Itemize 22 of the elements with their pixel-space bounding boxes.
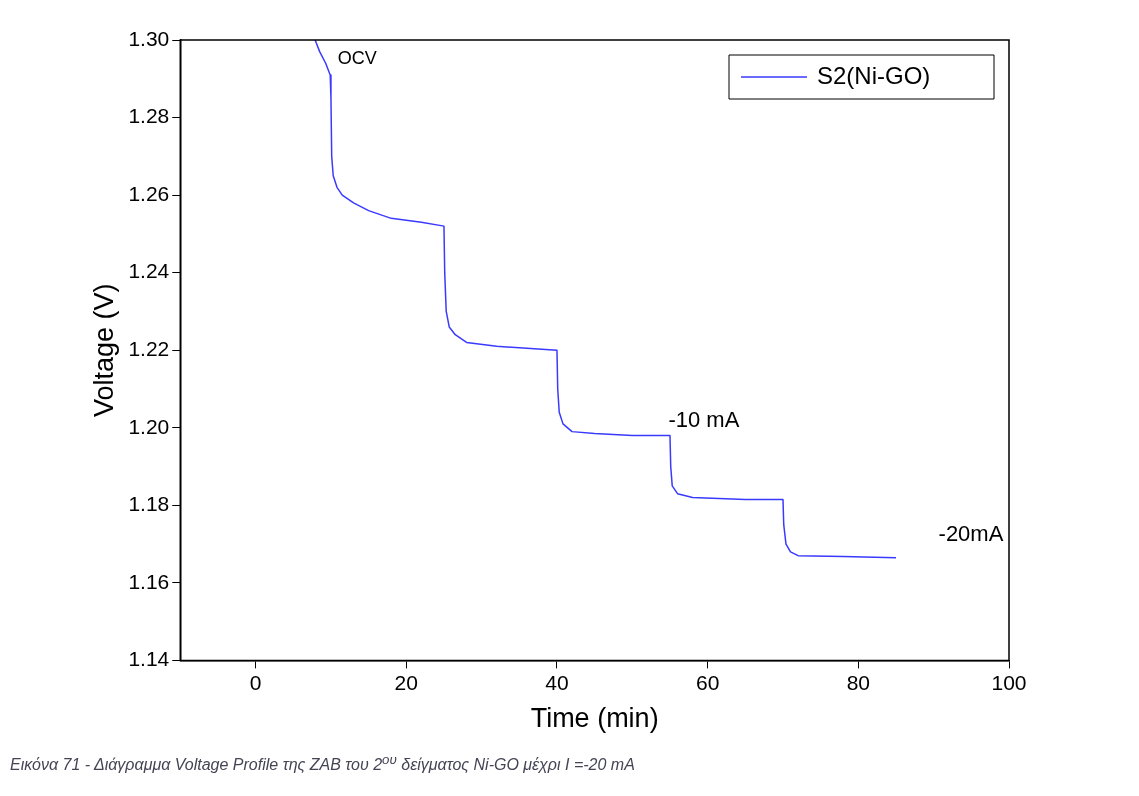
y-tick-label: 1.28 bbox=[128, 104, 170, 128]
x-tick-label: 100 bbox=[991, 670, 1027, 694]
x-axis-title: Time (min) bbox=[530, 703, 659, 734]
y-tick-label: 1.16 bbox=[128, 569, 170, 593]
y-tick-label: 1.20 bbox=[128, 414, 170, 438]
y-tick-label: 1.22 bbox=[128, 337, 170, 360]
x-tick-label: 40 bbox=[545, 670, 569, 694]
text: Εικόνα 71 - Διάγραμμα Voltage Profile της ZAB του 2$^{ου}$ δείγματος Ni-GO μέχρι I =-20 mA bbox=[10, 752, 635, 775]
x-tick-label: 60 bbox=[695, 670, 720, 694]
x-tick-label: 0 bbox=[249, 670, 262, 694]
y-axis-title: Voltage (V) bbox=[88, 283, 119, 417]
y-tick-label: 1.14 bbox=[128, 647, 170, 671]
legend-label: S2(Ni-GO) bbox=[817, 61, 931, 89]
x-tick-label: 20 bbox=[394, 670, 418, 694]
x-tick-label: 80 bbox=[846, 670, 870, 694]
y-tick-label: 1.18 bbox=[128, 492, 170, 516]
y-tick-label: 1.24 bbox=[128, 259, 170, 283]
y-tick-label: 1.26 bbox=[128, 181, 170, 205]
annotation: -10 mA bbox=[668, 406, 740, 432]
annotation: -20mA bbox=[938, 521, 1004, 547]
y-tick-label: 1.30 bbox=[128, 26, 170, 50]
annotation: OCV bbox=[337, 47, 377, 68]
